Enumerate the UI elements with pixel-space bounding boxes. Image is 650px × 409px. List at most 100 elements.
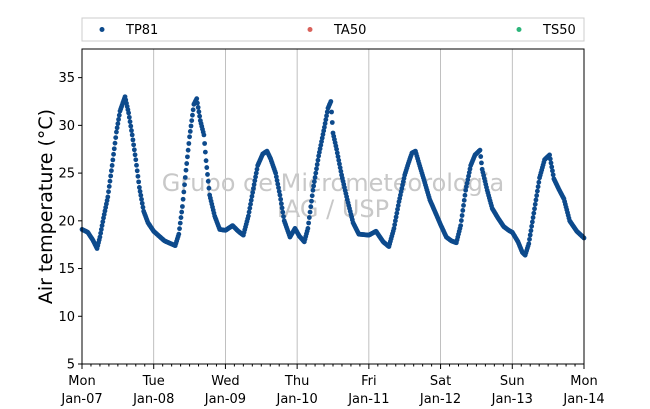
data-point-tp81 [531, 210, 537, 216]
data-point-tp81 [194, 96, 200, 102]
data-point-tp81 [306, 215, 312, 220]
data-point-tp81 [205, 172, 210, 177]
x-tick-label-date: Jan-07 [60, 392, 102, 407]
data-point-tp81 [393, 214, 399, 220]
data-point-tp81 [98, 230, 104, 236]
data-point-tp81 [528, 228, 534, 234]
y-tick-label: 25 [58, 167, 75, 182]
data-point-tp81 [111, 146, 117, 152]
data-point-tp81 [190, 107, 196, 113]
data-point-tp81 [329, 109, 334, 115]
data-point-tp81 [530, 215, 536, 220]
data-point-tp81 [461, 203, 466, 208]
data-point-tp81 [106, 184, 112, 189]
data-point-tp81 [182, 175, 188, 180]
watermark: Grupo de Micrometeorologia IAG / USP [162, 169, 504, 223]
legend-marker-ta50 [307, 27, 313, 32]
data-point-tp81 [548, 160, 554, 166]
data-point-tp81 [527, 232, 533, 238]
data-point-tp81 [320, 132, 326, 137]
data-point-tp81 [534, 193, 540, 198]
x-tick-label-day: Mon [68, 374, 95, 389]
data-point-tp81 [176, 231, 182, 237]
data-point-tp81 [131, 147, 137, 153]
x-tick-label-day: Mon [570, 374, 597, 389]
x-tick-label-date: Jan-11 [347, 392, 389, 407]
x-tick-label-date: Jan-12 [419, 392, 461, 407]
data-point-tp81 [206, 185, 212, 191]
data-point-tp81 [204, 165, 210, 170]
data-point-tp81 [313, 170, 319, 176]
x-tick-label-day: Thu [284, 374, 309, 389]
data-point-tp81 [248, 201, 253, 207]
data-point-tp81 [395, 206, 400, 212]
y-tick-label: 20 [58, 214, 75, 229]
data-point-tp81 [129, 128, 134, 133]
data-point-tp81 [183, 167, 189, 173]
data-point-tp81 [547, 152, 552, 158]
data-point-tp81 [336, 157, 342, 163]
data-point-tp81 [477, 147, 483, 153]
x-tick-label-date: Jan-10 [276, 392, 318, 407]
data-point-tp81 [309, 193, 315, 199]
data-point-tp81 [99, 223, 105, 228]
data-point-tp81 [136, 185, 142, 190]
data-point-tp81 [316, 153, 322, 159]
data-point-tp81 [391, 226, 397, 231]
x-tick-label-day: Sun [500, 374, 525, 389]
data-point-tp81 [275, 181, 281, 187]
data-point-tp81 [278, 196, 284, 202]
data-point-tp81 [205, 178, 211, 184]
data-point-tp81 [273, 174, 279, 180]
data-point-tp81 [338, 168, 344, 174]
data-point-tp81 [97, 234, 103, 240]
legend: TP81 TA50 TS50 [81, 17, 585, 42]
data-point-tp81 [112, 140, 118, 146]
data-point-tp81 [189, 118, 195, 123]
data-point-tp81 [550, 168, 555, 174]
data-point-tp81 [136, 179, 142, 185]
data-point-tp81 [322, 121, 328, 126]
data-point-tp81 [109, 163, 115, 168]
data-point-tp81 [323, 117, 329, 123]
data-point-tp81 [190, 112, 195, 118]
legend-label-tp81: TP81 [125, 23, 158, 38]
data-point-tp81 [186, 141, 192, 146]
data-point-tp81 [311, 179, 317, 185]
data-point-tp81 [394, 210, 400, 216]
data-point-tp81 [274, 178, 280, 183]
data-point-tp81 [251, 182, 257, 187]
data-point-tp81 [279, 205, 285, 211]
data-point-tp81 [203, 158, 209, 164]
y-axis: 5 10 15 20 25 30 35 [58, 71, 82, 373]
data-point-tp81 [315, 157, 321, 163]
data-point-tp81 [106, 189, 111, 195]
data-point-tp81 [335, 154, 341, 159]
x-tick-label-date: Jan-13 [491, 392, 533, 407]
data-point-tp81 [253, 170, 259, 176]
data-point-tp81 [278, 201, 284, 207]
data-point-tp81 [139, 196, 144, 202]
data-point-tp81 [460, 208, 466, 213]
data-point-tp81 [462, 192, 468, 198]
data-point-tp81 [252, 178, 258, 184]
x-tick-label-date: Jan-08 [132, 392, 174, 407]
watermark-line-2: IAG / USP [277, 195, 389, 223]
data-point-tp81 [127, 119, 133, 125]
x-tick-label-date: Jan-14 [562, 392, 604, 407]
data-point-tp81 [314, 162, 320, 167]
legend-label-ta50: TA50 [333, 23, 366, 38]
data-point-tp81 [249, 193, 255, 199]
x-tick-label-day: Sat [430, 374, 451, 389]
data-point-tp81 [100, 219, 106, 225]
data-point-tp81 [534, 188, 540, 194]
data-point-tp81 [547, 156, 553, 162]
data-point-tp81 [312, 174, 318, 180]
data-point-tp81 [395, 203, 401, 208]
data-point-tp81 [114, 129, 119, 135]
data-point-tp81 [179, 209, 185, 215]
data-point-tp81 [461, 197, 467, 203]
x-tick-label-day: Wed [211, 374, 239, 389]
data-point-tp81 [132, 152, 138, 158]
data-point-tp81 [276, 185, 281, 191]
